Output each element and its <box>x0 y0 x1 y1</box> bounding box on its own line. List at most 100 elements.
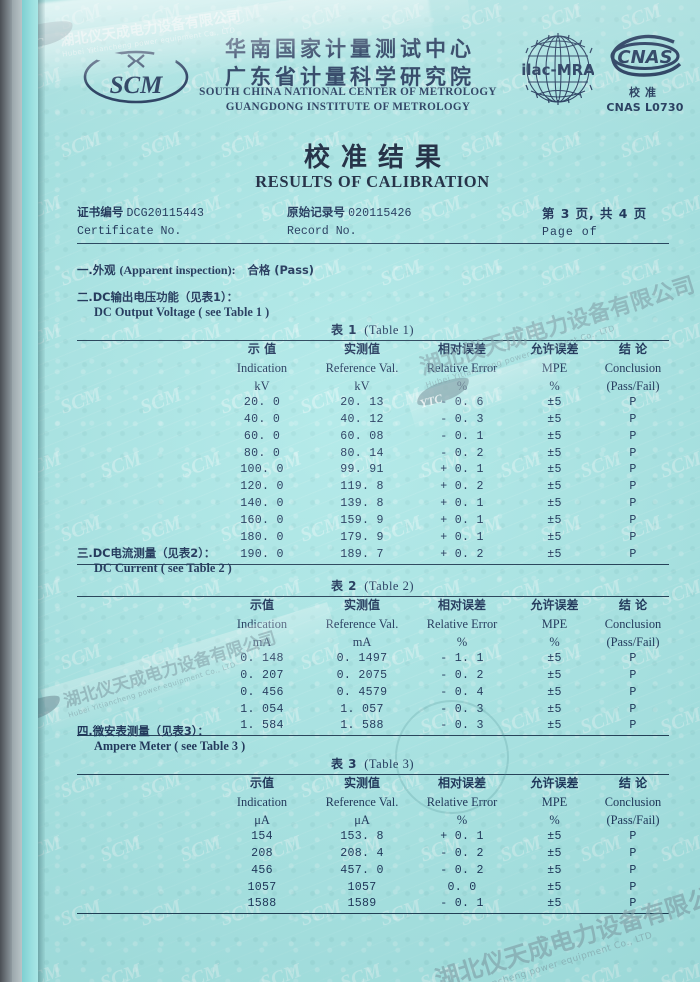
table-3-header-row-cn: 示值 实测值 相对误差 允许误差 结 论 <box>77 773 669 793</box>
table-3-cell-4-0: 1588 <box>212 896 312 915</box>
page-title-cn: 校准结果 <box>303 143 452 173</box>
table-1-cell-9-1: 189. 7 <box>312 547 412 565</box>
table-3-cell-0-2: + 0. 1 <box>440 829 484 843</box>
table-1-cell-7-1: 159. 9 <box>340 514 384 528</box>
table-2-unit-1: mA <box>352 634 372 649</box>
table-3-cell-0-4: P <box>629 829 637 843</box>
table-2-unit-2: % <box>456 634 468 649</box>
table-3-cell-4-2: - 0. 1 <box>412 896 512 915</box>
table-1-unit-4: (Pass/Fail) <box>606 378 660 393</box>
table-3-row: 1057 1057 0. 0 ±5 P <box>77 880 669 897</box>
table-3-unit-2: % <box>456 812 468 827</box>
table-2-th-en-0: Indication <box>236 616 288 631</box>
table-1-cell-0-2: - 0. 6 <box>440 395 484 409</box>
table-3-th-en-0: Indication <box>236 794 288 809</box>
table-1-th-cn-1: 实测值 <box>312 339 412 359</box>
section-1-number: 一. <box>77 263 93 277</box>
table-3-cell-1-3: ±5 <box>547 846 562 860</box>
record-number-value: 020115426 <box>348 207 412 220</box>
table-2-cell-4-2: - 0. 3 <box>412 718 512 737</box>
table-1-cell-2-3: ±5 <box>547 429 562 443</box>
table-3-cell-3-2: 0. 0 <box>447 880 477 894</box>
section-2-label-cn: DC输出电压功能（见表1）： <box>92 290 239 304</box>
table-1-th-en-0: Indication <box>236 360 288 375</box>
certificate-number-block: 证书编号 DCG20115443 Certificate No. <box>77 203 204 240</box>
section-4-number: 四. <box>77 724 93 738</box>
table-1-cell-6-1: 139. 8 <box>340 497 384 511</box>
table-1-cell-1-4: P <box>629 412 637 426</box>
table-1-cell-5-3: ±5 <box>547 480 562 494</box>
table-1-cell-7-4: P <box>629 514 637 528</box>
table-2-header-row-units: mA mA % % (Pass/Fail) <box>77 633 669 651</box>
table-3-cell-0-1: 153. 8 <box>340 829 384 843</box>
table-2-th-cn-1: 实测值 <box>312 595 412 615</box>
table-1-cell-2-2: - 0. 1 <box>440 429 484 443</box>
page-number-en: Page of <box>542 225 598 239</box>
table-1-cell-4-1: 99. 91 <box>340 463 384 477</box>
table-2-cell-3-0: 1. 054 <box>240 702 284 716</box>
section-4-heading-cn: 四.微安表测量（见表3）： <box>77 723 209 739</box>
section-1-label-cn: 外观 <box>92 263 116 277</box>
table-3-cell-0-3: ±5 <box>547 829 562 843</box>
table-1-cell-1-0: 40. 0 <box>243 412 281 426</box>
cnas-accreditation-mark: CNAS 校准 CNAS L0730 <box>600 34 690 114</box>
table-2-cell-2-1: 0. 4579 <box>336 685 388 699</box>
table-2-th-cn-2: 相对误差 <box>412 595 512 615</box>
certificate-number-label-en: Certificate No. <box>77 224 182 238</box>
table-2-cell-2-3: ±5 <box>547 685 562 699</box>
table-2-th-en-3: MPE <box>541 616 568 631</box>
ilac-mra-logo: ilac-MRA <box>521 33 595 105</box>
table-3-caption-en: (Table 3) <box>364 757 415 771</box>
table-3-cell-3-4: P <box>629 880 637 894</box>
table-1-cell-9-4: P <box>597 547 669 565</box>
cnas-logo-graphic: CNAS <box>610 34 682 77</box>
table-1-cell-7-0: 160. 0 <box>240 514 284 528</box>
table-1-th-en-1: Reference Val. <box>325 360 399 375</box>
section-2-heading-en: DC Output Voltage ( see Table 1 ) <box>94 305 270 319</box>
section-4-heading-en: Ampere Meter ( see Table 3 ) <box>94 739 246 753</box>
table-2-cell-0-3: ±5 <box>547 651 562 665</box>
table-3-container: 表 3 (Table 3) 示值 实测值 相对误差 允许误差 结 论 <box>45 755 700 915</box>
table-2-row: 1. 054 1. 057 - 0. 3 ±5 P <box>77 702 669 719</box>
table-2-caption: 表 2 (Table 2) <box>45 577 700 596</box>
table-2-cell-0-4: P <box>629 651 637 665</box>
table-3-th-cn-3: 允许误差 <box>512 773 597 793</box>
section-3-heading-en: DC Current ( see Table 2 ) <box>94 561 232 575</box>
table-3-th-en-4: Conclusion <box>604 794 662 809</box>
table-3-th-en-1: Reference Val. <box>325 794 399 809</box>
table-2-th-cn-0: 示值 <box>212 595 312 615</box>
table-2-cell-2-2: - 0. 4 <box>440 685 484 699</box>
table-1-cell-0-0: 20. 0 <box>243 395 281 409</box>
table-2-caption-cn: 表 2 <box>330 579 357 593</box>
table-1-cell-2-1: 60. 08 <box>340 429 384 443</box>
table-2-cell-1-4: P <box>629 668 637 682</box>
header-divider-rule <box>77 243 669 244</box>
table-1-cell-4-3: ±5 <box>547 463 562 477</box>
page-fold-shadow <box>38 0 45 982</box>
table-3-header-row-units: μA μA % % (Pass/Fail) <box>77 811 669 829</box>
table-3-row: 1588 1589- 0. 1 ±5 P <box>77 896 669 915</box>
table-1-cell-0-4: P <box>629 395 637 409</box>
table-1-cell-5-4: P <box>629 480 637 494</box>
table-2-th-cn-3: 允许误差 <box>512 595 597 615</box>
table-1-cell-7-2: + 0. 1 <box>440 514 484 528</box>
table-3-cell-3-3: ±5 <box>547 880 562 894</box>
table-3-cell-1-0: 208 <box>251 846 273 860</box>
table-1-cell-1-1: 40. 12 <box>340 412 384 426</box>
table-2-cell-1-2: - 0. 2 <box>440 668 484 682</box>
record-number-block: 原始记录号 020115426 Record No. <box>287 203 412 240</box>
section-3-label-cn: DC电流测量（见表2）： <box>92 546 216 560</box>
table-2-cell-2-0: 0. 456 <box>240 685 284 699</box>
table-3-unit-3: % <box>549 812 560 827</box>
ilac-mra-label: ilac-MRA <box>522 61 594 79</box>
table-1-cell-9-3: ±5 <box>512 547 597 565</box>
table-2-cell-1-1: 0. 2075 <box>336 668 388 682</box>
table-2-row: 0. 207 0. 2075 - 0. 2 ±5 P <box>77 668 669 685</box>
table-2-th-en-4: Conclusion <box>604 616 662 631</box>
table-2-cell-4-1: 1. 588 <box>312 718 412 737</box>
certificate-number-value: DCG20115443 <box>126 207 205 220</box>
table-3-row: 154 153. 8 + 0. 1 ±5 P <box>77 829 669 846</box>
table-1-container: 表 1 (Table 1) 示 值 实测值 相对误差 允许误差 结 论 <box>45 321 700 565</box>
table-2-cell-4-4: P <box>597 718 669 737</box>
